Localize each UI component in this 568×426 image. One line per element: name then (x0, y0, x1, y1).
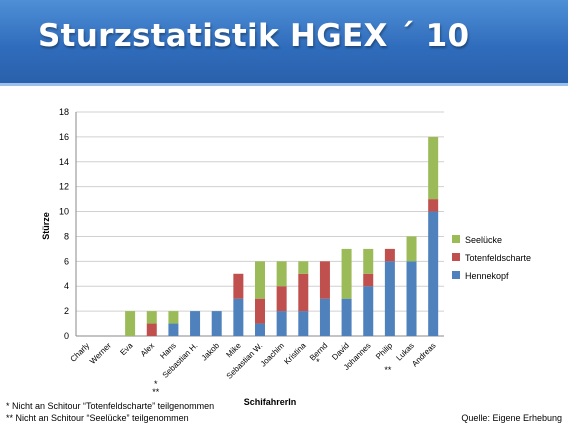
x-tick-label: Eva (118, 341, 135, 358)
x-tick-label: Alex (139, 341, 156, 358)
bar-segment (146, 311, 157, 324)
y-tick-label: 8 (64, 231, 69, 241)
bar-segment (384, 248, 395, 262)
bar-segment (298, 273, 309, 312)
bar-segment (168, 323, 179, 336)
bar-segment (276, 286, 287, 312)
legend-label: Totenfeldscharte (465, 253, 531, 263)
bar-segment (276, 261, 287, 287)
x-tick-label: Werner (88, 341, 113, 366)
bar-segment (255, 298, 265, 324)
bar-segment (233, 273, 244, 299)
legend-label: Hennekopf (465, 271, 509, 281)
bar-segment (125, 311, 136, 336)
bar-segment (428, 199, 439, 212)
x-axis-title: SchifahrerIn (244, 397, 297, 407)
bar-segment (146, 323, 157, 336)
y-tick-label: 0 (64, 331, 69, 341)
x-tick-label: Andreas (410, 341, 437, 368)
bar-segment (255, 261, 265, 299)
y-tick-label: 16 (59, 132, 69, 142)
footnote-seeluecke: ** Nicht an Schitour “Seelücke” teilgeno… (6, 413, 189, 423)
page-title: Sturzstatistik HGEX ´ 10 (38, 18, 470, 54)
bar-segment (255, 323, 265, 336)
x-tick-label: Jakob (200, 341, 222, 363)
category-mark: ** (152, 387, 160, 397)
bar-segment (233, 298, 244, 336)
bar-segment (428, 211, 439, 336)
y-tick-label: 4 (64, 281, 69, 291)
bar-segment (406, 261, 417, 336)
bar-segment (211, 311, 222, 336)
title-bar: Sturzstatistik HGEX ´ 10 (0, 0, 568, 86)
bar-segment (276, 311, 287, 336)
x-tick-label: Mike (224, 341, 243, 360)
bar-segment (363, 248, 374, 274)
bar-segment (319, 298, 330, 336)
legend-swatch (452, 235, 460, 243)
bar-segment (363, 273, 374, 287)
x-tick-label: Kristina (282, 341, 308, 367)
y-tick-label: 6 (64, 256, 69, 266)
bar-segment (363, 286, 374, 336)
bar-segment (428, 136, 439, 200)
legend-label: Seelücke (465, 235, 502, 245)
bar-segment (298, 311, 309, 336)
bar-segment (319, 261, 330, 299)
y-tick-label: 2 (64, 306, 69, 316)
y-tick-label: 12 (59, 182, 69, 192)
bar-segment (190, 311, 201, 336)
y-tick-label: 18 (59, 107, 69, 117)
category-mark: ** (384, 365, 392, 375)
footnote-totenfeldscharte: * Nicht an Schitour “Totenfeldscharte” t… (6, 401, 215, 411)
bar-segment (298, 261, 309, 274)
bar-segment (341, 298, 352, 336)
source-note: Quelle: Eigene Erhebung (461, 413, 562, 423)
y-axis-title: Stürze (41, 212, 51, 240)
bar-segment (341, 248, 352, 299)
y-tick-label: 14 (59, 157, 69, 167)
y-tick-label: 10 (59, 207, 69, 217)
bar-segment (168, 311, 179, 324)
bar-segment (406, 236, 417, 262)
x-tick-label: Philip (374, 341, 395, 362)
x-tick-label: Joachim (259, 341, 287, 369)
legend-swatch (452, 271, 460, 279)
legend-swatch (452, 253, 460, 261)
category-mark: * (154, 379, 158, 389)
x-tick-label: Hans (158, 341, 178, 361)
category-mark: * (316, 357, 320, 367)
bar-segment (384, 261, 395, 336)
